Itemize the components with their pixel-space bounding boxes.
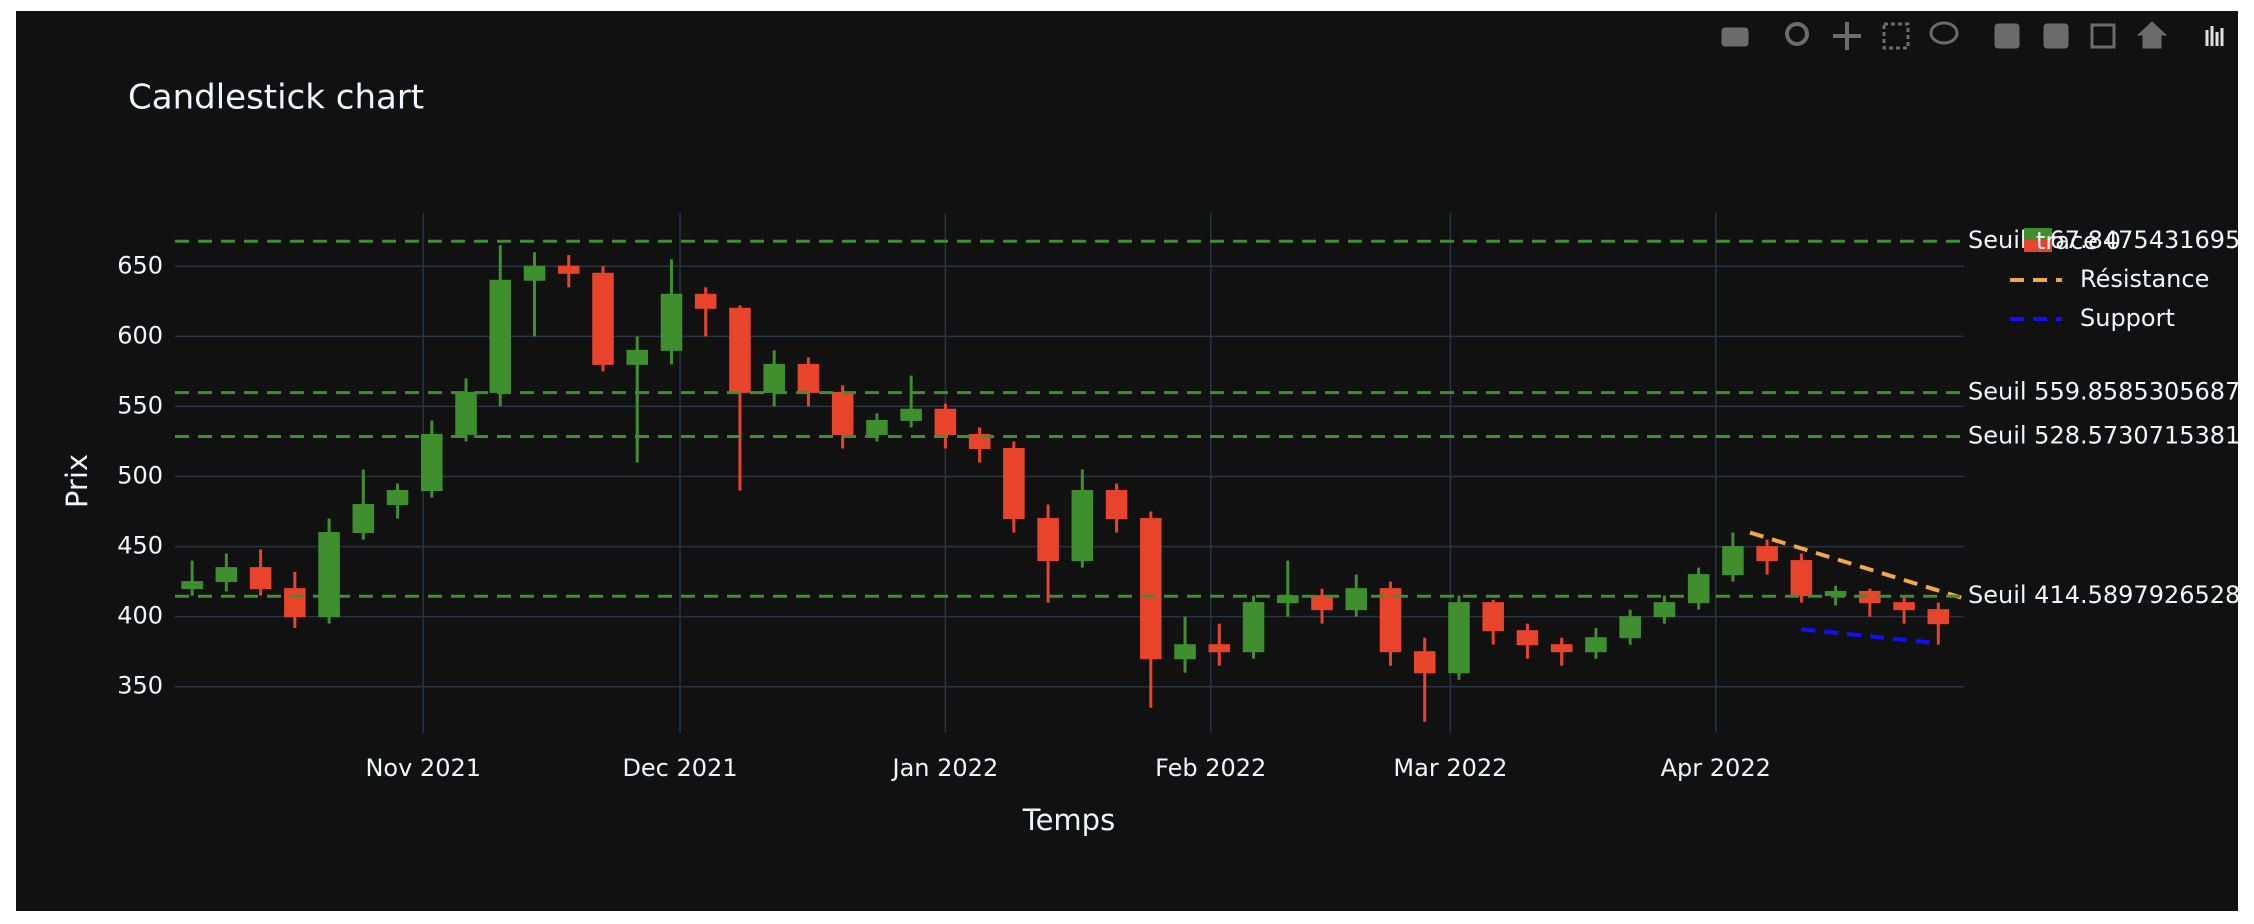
- candle-body: [1927, 609, 1950, 625]
- candle-body: [1105, 490, 1128, 520]
- candle-body: [1585, 637, 1607, 653]
- candle-body: [1790, 560, 1813, 597]
- camera-button[interactable]: [1721, 27, 1749, 47]
- plotly-logo[interactable]: [2205, 26, 2224, 46]
- candle-body: [1071, 490, 1094, 562]
- candle-body: [1242, 602, 1265, 653]
- y-tick-label: 400: [117, 602, 163, 630]
- candle-body: [284, 588, 306, 618]
- chart-title: Candlestick chart: [128, 78, 424, 118]
- candle-body: [1037, 518, 1059, 562]
- candle-body: [557, 265, 580, 274]
- background: [16, 11, 2238, 911]
- candle-body: [1722, 546, 1744, 576]
- x-tick-label: Feb 2022: [1155, 754, 1266, 782]
- candle-body: [626, 349, 649, 365]
- threshold-label: Seuil 414.5897926528: [1968, 581, 2240, 609]
- candle-body: [797, 363, 820, 393]
- y-tick-label: 550: [117, 391, 163, 419]
- candle-body: [1208, 644, 1231, 653]
- legend-label: trace 0: [2036, 227, 2121, 255]
- candle-body: [763, 363, 785, 393]
- candle-body: [523, 265, 546, 281]
- candle-body: [1003, 447, 1025, 520]
- candle-body: [352, 504, 375, 534]
- x-tick-label: Dec 2021: [622, 754, 737, 782]
- candle-body: [1345, 588, 1368, 611]
- candle-body: [1619, 616, 1641, 639]
- candle-body: [386, 490, 409, 506]
- candle-body: [249, 567, 272, 590]
- y-axis-title: Prix: [60, 454, 94, 508]
- y-tick-label: 500: [117, 462, 163, 490]
- legend-label: Résistance: [2080, 265, 2209, 293]
- candle-body: [1379, 588, 1402, 653]
- threshold-label: Seuil 667.8475431695: [1968, 226, 2240, 254]
- candle-body: [1516, 630, 1539, 646]
- box-select-button[interactable]: [1882, 22, 1910, 50]
- candle-body: [592, 272, 614, 365]
- candle-body: [489, 279, 512, 393]
- candle-body: [900, 408, 922, 421]
- threshold-label: Seuil 559.8585305687: [1968, 378, 2240, 406]
- candle-body: [866, 419, 888, 435]
- autoscale-button[interactable]: [2090, 23, 2116, 49]
- candle-body: [455, 391, 477, 435]
- candle-body: [1756, 546, 1778, 562]
- legend-swatch: [2024, 240, 2052, 252]
- trend-line: [1749, 530, 1964, 601]
- zoom-in-button[interactable]: [1994, 23, 2020, 49]
- x-tick-label: Apr 2022: [1661, 754, 1771, 782]
- candle-body: [1550, 644, 1573, 653]
- legend-swatch: [2024, 228, 2052, 240]
- candle-body: [1893, 602, 1915, 611]
- y-tick-label: 350: [117, 672, 163, 700]
- candle-body: [1653, 602, 1676, 618]
- candle-body: [215, 567, 238, 583]
- legend: trace 0 Résistance Support: [2010, 227, 2209, 332]
- x-axis-title: Temps: [1022, 803, 1115, 837]
- candle-body: [1311, 595, 1333, 611]
- candle-body: [934, 408, 957, 435]
- x-tick-label: Nov 2021: [365, 754, 481, 782]
- y-tick-label: 600: [117, 321, 163, 349]
- candle-body: [1174, 644, 1196, 660]
- candle-body: [421, 433, 443, 492]
- candle-body: [1413, 651, 1436, 674]
- reset-button[interactable]: [2136, 21, 2168, 49]
- candle-body: [831, 391, 854, 435]
- candle-body: [1448, 602, 1470, 674]
- lasso-button[interactable]: [1929, 21, 1959, 45]
- candle-body: [660, 293, 683, 351]
- threshold-label: Seuil 528.5730715381: [1968, 421, 2240, 449]
- y-tick-label: 450: [117, 532, 163, 560]
- x-tick-label: Mar 2022: [1393, 754, 1507, 782]
- zoom-button[interactable]: [1785, 22, 1809, 46]
- candle-body: [318, 532, 340, 618]
- candle-body: [694, 293, 717, 309]
- pan-button[interactable]: [1833, 22, 1861, 50]
- x-tick-label: Jan 2022: [891, 754, 999, 782]
- candle-body: [968, 433, 991, 449]
- candle-body: [1140, 518, 1162, 660]
- zoom-out-button[interactable]: [2043, 23, 2069, 49]
- legend-label: Support: [2080, 304, 2175, 332]
- plot-area: [181, 245, 1964, 722]
- toolbar: [1721, 21, 2224, 50]
- candle-body: [1687, 574, 1710, 604]
- y-tick-label: 650: [117, 251, 163, 279]
- candle-body: [729, 307, 751, 393]
- candle-body: [1482, 602, 1504, 632]
- candle-body: [181, 581, 203, 590]
